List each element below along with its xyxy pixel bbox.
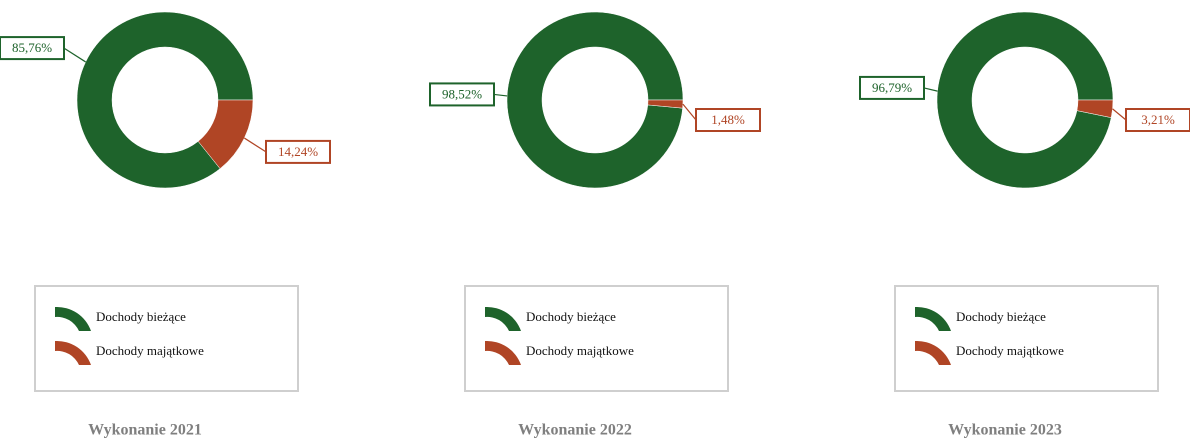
leader-line <box>1112 108 1127 121</box>
leader-line <box>682 103 697 121</box>
donut-slice <box>1076 99 1114 118</box>
legend-swatch <box>915 340 951 365</box>
chart-title: Wykonanie 2021 <box>88 422 202 439</box>
donut-slice <box>76 11 254 189</box>
donut-slice <box>197 99 254 169</box>
legend-label: Dochody majątkowe <box>96 343 204 358</box>
legend-item: Dochody majątkowe <box>485 340 634 365</box>
legend-swatch <box>55 340 91 365</box>
label-box <box>859 75 925 100</box>
legend-swatch <box>485 306 521 331</box>
legend-swatch <box>55 306 91 331</box>
label-box <box>0 36 65 61</box>
legend-item: Dochody bieżące <box>55 306 186 331</box>
data-label: 96,79% <box>872 80 912 95</box>
donut-slice <box>647 99 684 109</box>
legend-swatch <box>485 340 521 365</box>
legend-label: Dochody bieżące <box>956 309 1046 324</box>
data-label: 98,52% <box>442 86 482 101</box>
chart-title: Wykonanie 2022 <box>518 422 632 439</box>
label-box <box>265 139 331 164</box>
legend-label: Dochody bieżące <box>526 309 616 324</box>
legend-label: Dochody majątkowe <box>526 343 634 358</box>
donut-slice <box>936 11 1114 189</box>
label-box <box>429 82 495 107</box>
legend-item: Dochody majątkowe <box>55 340 204 365</box>
legend-box <box>34 285 299 392</box>
data-label: 85,76% <box>12 40 52 55</box>
legend-swatch <box>915 306 951 331</box>
legend-box <box>894 285 1159 392</box>
data-label: 1,48% <box>711 112 745 127</box>
legend-label: Dochody bieżące <box>96 309 186 324</box>
legend-item: Dochody majątkowe <box>915 340 1064 365</box>
leader-line <box>493 93 508 97</box>
legend-label: Dochody majątkowe <box>956 343 1064 358</box>
chart-title: Wykonanie 2023 <box>948 422 1062 439</box>
legend-item: Dochody bieżące <box>485 306 616 331</box>
data-label: 3,21% <box>1141 112 1175 127</box>
legend-item: Dochody bieżące <box>915 306 1046 331</box>
leader-line <box>923 87 938 92</box>
donut-slice <box>506 11 684 189</box>
legend-box <box>464 285 729 392</box>
label-box <box>695 108 761 132</box>
leader-line <box>63 47 86 63</box>
data-label: 14,24% <box>278 144 318 159</box>
label-box <box>1125 108 1190 132</box>
leader-line <box>244 137 267 153</box>
